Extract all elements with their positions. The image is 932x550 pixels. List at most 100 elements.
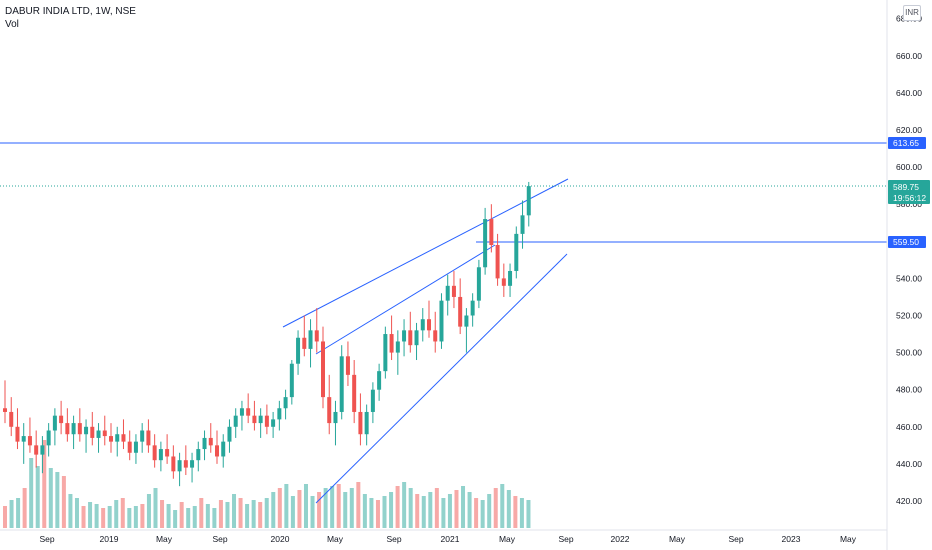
candle-body xyxy=(183,460,188,468)
volume-bar xyxy=(323,488,328,528)
candle-body xyxy=(202,437,207,450)
candle-body xyxy=(445,285,450,301)
volume-bar xyxy=(81,506,86,528)
volume-bar xyxy=(408,488,413,528)
candle-body xyxy=(34,445,39,455)
candle-body xyxy=(483,219,488,268)
volume-bar xyxy=(9,500,14,528)
volume-bar xyxy=(467,492,472,528)
candle-body xyxy=(439,300,444,342)
x-tick-label: 2021 xyxy=(441,534,460,544)
volume-bar xyxy=(218,500,223,528)
last-price-text: 589.75 xyxy=(893,182,919,192)
candle-body xyxy=(196,449,201,461)
price-label-text: 613.65 xyxy=(893,138,919,148)
x-tick-label: May xyxy=(499,534,516,544)
candle-body xyxy=(177,460,182,472)
volume-bar xyxy=(199,498,204,528)
candle-body xyxy=(289,363,294,398)
candle-body xyxy=(46,430,51,446)
volume-bar xyxy=(375,500,380,528)
volume-bars xyxy=(3,440,531,528)
x-tick-label: 2023 xyxy=(782,534,801,544)
candle-body xyxy=(133,441,138,453)
candle-body xyxy=(15,426,20,442)
candle-body xyxy=(127,441,132,453)
candle-body xyxy=(9,411,14,427)
candle-body xyxy=(252,415,257,424)
time-axis[interactable]: Sep 2019 May Sep 2020 May Sep 2021 May Sep 2022 May… xyxy=(39,534,856,544)
volume-bar xyxy=(127,508,132,528)
volume-bar xyxy=(251,500,256,528)
volume-bar xyxy=(415,494,420,528)
trendlines xyxy=(0,142,887,504)
currency-badge[interactable]: INR xyxy=(903,5,921,21)
candle-body xyxy=(377,371,382,390)
volume-bar xyxy=(421,496,426,528)
candle-body xyxy=(21,436,26,442)
candle-body xyxy=(489,219,494,246)
volume-bar xyxy=(284,484,289,528)
volume-bar xyxy=(22,488,27,528)
candle-body xyxy=(302,337,307,349)
candle-body xyxy=(109,436,113,442)
volume-bar xyxy=(271,492,276,528)
candle-body xyxy=(389,334,394,353)
candle-body xyxy=(27,436,32,446)
candle-body xyxy=(3,408,7,412)
channel-upper-line xyxy=(282,178,569,328)
volume-bar xyxy=(343,492,348,528)
volume-bar xyxy=(160,500,165,528)
volume-bar xyxy=(153,488,158,528)
volume-bar xyxy=(232,494,237,528)
volume-bar xyxy=(382,496,387,528)
volume-bar xyxy=(179,502,184,528)
candle-body xyxy=(271,419,276,427)
candle-body xyxy=(514,233,519,271)
y-tick-label: 660.00 xyxy=(896,51,922,61)
volume-bar xyxy=(480,500,485,528)
inner-upper-line xyxy=(315,244,496,355)
x-tick-label: May xyxy=(327,534,344,544)
volume-bar xyxy=(336,484,341,528)
volume-bar xyxy=(258,502,263,528)
candle-body xyxy=(451,285,456,297)
price-axis[interactable]: 420.00 440.00 460.00 480.00 500.00 520.00 540.… xyxy=(896,14,922,506)
candle-body xyxy=(296,337,301,364)
price-label-bg xyxy=(888,236,926,248)
x-tick-label: 2019 xyxy=(100,534,119,544)
x-tick-label: Sep xyxy=(386,534,401,544)
volume-bar xyxy=(245,504,250,528)
y-tick-label: 600.00 xyxy=(896,162,922,172)
last-price-bg xyxy=(888,180,930,204)
candle-body xyxy=(71,423,76,435)
candle-body xyxy=(383,334,388,372)
volume-bar xyxy=(500,484,505,528)
volume-bar xyxy=(186,508,191,528)
volume-bar xyxy=(513,496,518,528)
volume-bar xyxy=(212,508,217,528)
y-tick-label: 640.00 xyxy=(896,88,922,98)
candle-body xyxy=(171,456,176,472)
price-label-bg xyxy=(888,137,926,149)
candle-body xyxy=(501,278,506,286)
x-tick-label: May xyxy=(156,534,173,544)
candle-body xyxy=(520,215,525,234)
x-tick-label: 2022 xyxy=(611,534,630,544)
candle-body xyxy=(476,267,481,301)
candle-body xyxy=(146,430,151,446)
candle-body xyxy=(333,411,338,424)
candle-body xyxy=(140,430,145,442)
candle-body xyxy=(464,315,469,327)
candle-body xyxy=(495,245,500,279)
y-tick-label: 440.00 xyxy=(896,459,922,469)
candle-body xyxy=(59,415,64,424)
x-tick-label: 2020 xyxy=(271,534,290,544)
volume-bar xyxy=(88,502,93,528)
y-tick-label: 500.00 xyxy=(896,348,922,358)
candle-body xyxy=(264,415,269,427)
volume-bar xyxy=(487,494,492,528)
candle-body xyxy=(258,415,263,424)
volume-bar xyxy=(389,492,394,528)
